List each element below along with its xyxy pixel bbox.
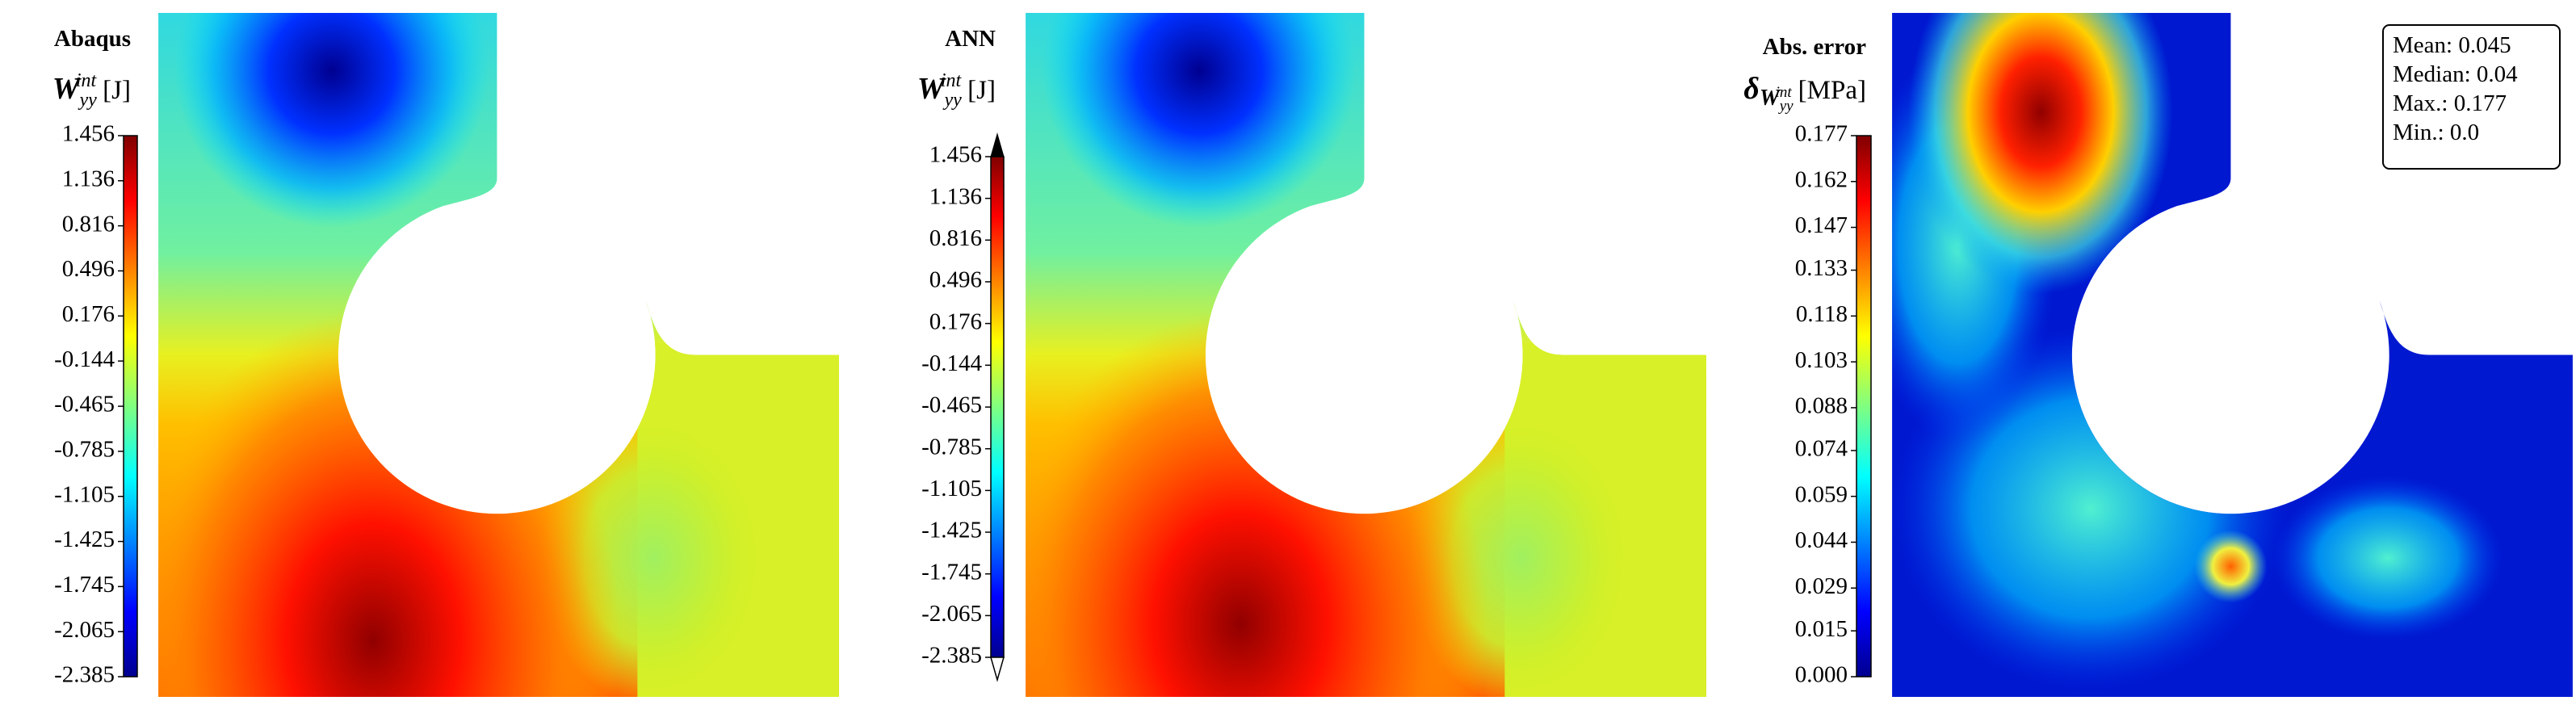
panel: ANN Wyyint [J] 1.456 1.136 0.816 0.496 0.176 -0.… [917,26,1005,682]
stats-text: Mean: 0.045 [2393,32,2511,58]
field [158,13,839,697]
colorbar [990,156,1005,658]
colorbar-tick-label: 0.816 [62,211,115,237]
colorbar-tick-label: 0.816 [929,225,982,251]
label-symbol: W [917,72,947,106]
fields [158,13,2573,697]
colorbar-tick-label: -2.065 [54,617,115,643]
colorbar-tick-label: 0.176 [929,308,982,334]
colorbar-tick-label: 0.177 [1795,121,1848,147]
colorbar-tick-label: 1.136 [62,166,115,191]
colorbar-tick-label: 0.029 [1795,573,1848,599]
label-unit: [MPa] [1798,76,1866,105]
stats-text: Median: 0.04 [2393,61,2518,87]
colorbar-tick-label: -0.144 [921,350,982,376]
label-sub: yy [943,90,963,111]
colorbar-label: Wyyint [J] [917,70,996,111]
colorbar-tick-label: -1.425 [54,527,115,552]
colorbar-extend-min [990,657,1005,682]
stats-text: Min.: 0.0 [2393,120,2479,145]
colorbar-tick-label: -0.785 [54,437,115,463]
colorbar-tick-label: 0.103 [1795,347,1848,373]
colorbar-tick-label: 0.176 [62,301,115,327]
label-symbol: W [52,72,82,106]
colorbar-tick-label: -1.745 [921,559,982,585]
colorbar-tick-label: -0.785 [921,434,982,459]
colorbar-extend-max [990,132,1005,157]
colorbar-tick-label: 0.496 [62,256,115,282]
colorbar-tick-label: -1.745 [54,572,115,598]
colorbar-tick-label: 0.162 [1795,166,1848,192]
colorbar-tick-label: 1.456 [929,142,982,168]
label-sub-sup: int [1776,84,1793,101]
colorbar-tick-label: 0.059 [1795,481,1848,507]
panel-title: Abs. error [1763,34,1866,60]
label-sub-sub: yy [1778,98,1794,115]
label-sub-symbol: W [1760,86,1781,111]
colorbar-tick-label: 0.496 [929,267,982,293]
colorbar-tick-label: 0.133 [1795,255,1848,281]
colorbar-tick-label: -0.465 [921,392,982,418]
label-sup: int [941,70,963,91]
colorbar-tick-label: -0.465 [54,392,115,417]
colorbar-label: Wyyint [J] [52,70,131,111]
colorbar [1856,135,1872,678]
colorbar-tick-label: 0.000 [1795,662,1848,688]
label-sub: yy [78,90,98,111]
panel: Abaqus Wyyint [J] 1.456 1.136 0.816 0.496 0.176… [52,26,138,688]
colorbar-tick-label: 0.015 [1795,616,1848,642]
colorbar-tick-label: -2.385 [921,643,982,669]
field [1026,13,1706,697]
colorbar-tick-label: 0.118 [1796,301,1848,327]
label-unit: [J] [103,76,131,105]
label-symbol: δ [1743,72,1759,106]
panel-title: Abaqus [54,26,131,52]
colorbar-tick-label: -1.105 [921,476,982,501]
colorbar-tick-label: -2.385 [54,662,115,688]
colorbar-label: δWyyint [MPa] [1743,72,1866,115]
colorbar-tick-label: -0.144 [54,346,115,372]
stats-box [2382,24,2561,170]
colorbar [123,135,138,678]
panel-title: ANN [945,26,996,52]
colorbar-tick-label: 1.136 [929,183,982,209]
colorbar-tick-label: -1.425 [921,518,982,543]
colorbar-tick-label: 0.074 [1795,436,1848,462]
label-sup: int [76,70,98,91]
colorbar-tick-label: -1.105 [54,481,115,507]
colorbar-tick-label: -2.065 [921,601,982,627]
colorbar-tick-label: 0.044 [1795,527,1848,553]
label-unit: [J] [967,76,996,105]
stats-text: Max.: 0.177 [2393,90,2507,116]
colorbar-tick-label: 1.456 [62,121,115,147]
colorbar-tick-label: 0.088 [1795,393,1848,419]
colorbar-tick-label: 0.147 [1795,212,1848,238]
